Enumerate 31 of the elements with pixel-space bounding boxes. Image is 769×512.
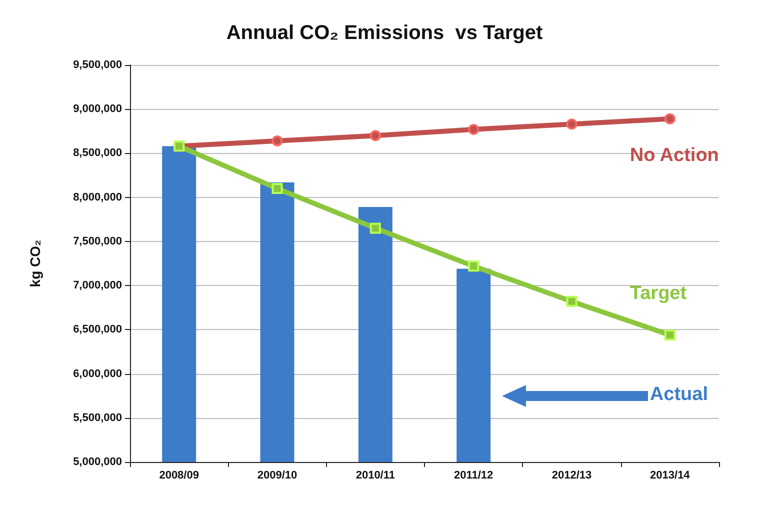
x-tick-label: 2011/12: [454, 470, 494, 482]
point: [468, 260, 480, 272]
series-label: No Action: [630, 144, 719, 167]
point: [566, 118, 578, 130]
x-tick-label: 2012/13: [552, 470, 592, 482]
y-tick-label: 7,500,000: [73, 235, 122, 248]
x-tick-label: 2008/09: [159, 470, 199, 482]
x-tick-label: 2013/14: [650, 470, 691, 482]
y-tick-label: 8,500,000: [73, 147, 122, 160]
text: Actual: [650, 384, 708, 406]
point: [566, 296, 578, 307]
point: [272, 135, 283, 146]
chart-title: Annual CO₂ Emissions vs Target: [226, 22, 544, 44]
y-tick-label: 6,500,000: [73, 324, 122, 336]
y-tick-label: 9,500,000: [73, 59, 122, 71]
y-tick-label: 6,000,000: [73, 368, 122, 380]
series-label: Target: [630, 282, 687, 305]
y-tick-label: 5,000,000: [73, 456, 122, 468]
point: [664, 113, 676, 124]
point: [468, 124, 480, 135]
point: [664, 329, 676, 340]
y-tick-label: 9,000,000: [73, 103, 122, 116]
point: [370, 130, 381, 142]
x-tick-label: 2009/10: [257, 470, 298, 482]
point: [272, 183, 283, 194]
point: [370, 222, 381, 234]
y-axis-title: kg CO₂: [27, 240, 43, 288]
y-tick-label: 7,000,000: [73, 280, 122, 292]
y-tick-label: 5,500,000: [73, 412, 122, 424]
y-tick-label: 8,000,000: [73, 191, 122, 204]
x-tick-label: 2010/11: [356, 470, 395, 482]
